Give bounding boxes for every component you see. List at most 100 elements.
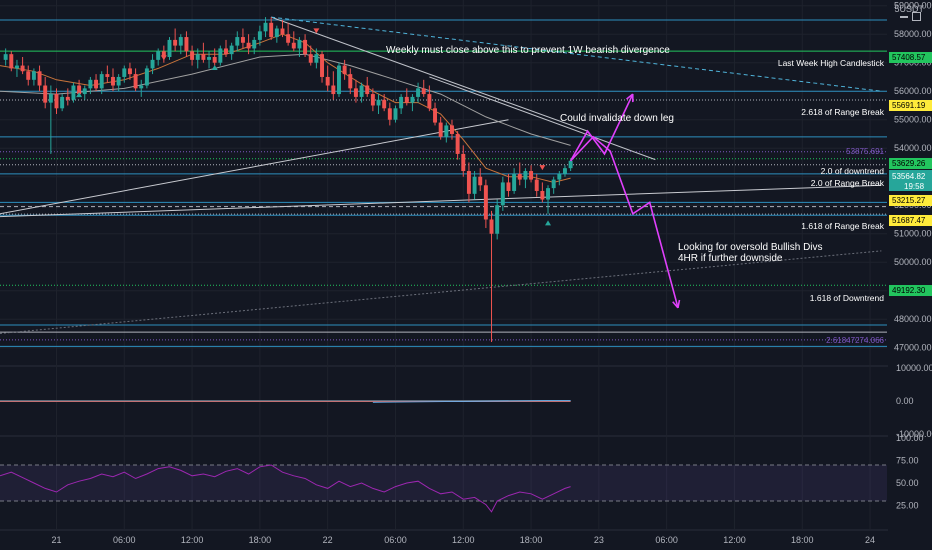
candle-body xyxy=(303,39,308,55)
candle-body xyxy=(88,79,93,89)
candle-body xyxy=(274,28,279,38)
price-axis-bg xyxy=(888,0,932,550)
price-tick-label: 50000.00 xyxy=(894,257,932,267)
candle-body xyxy=(461,153,466,172)
rsi-band-fill xyxy=(0,465,887,501)
label-last-week-high: Last Week High Candlestick xyxy=(778,58,885,68)
annotation-invalidate: Could invalidate down leg xyxy=(560,113,674,124)
rsi-pane xyxy=(0,464,887,513)
candle-body xyxy=(184,37,189,52)
sell-marker xyxy=(313,28,320,34)
candle-body xyxy=(14,65,19,69)
label-1618-range: 1.618 of Range Break xyxy=(801,221,884,231)
currency-label[interactable]: 5USDT xyxy=(894,4,924,14)
tag-53215: 53215.27 xyxy=(889,195,932,206)
candle-body xyxy=(557,173,562,180)
time-axis[interactable]: 21 06:00 12:00 18:00 22 06:00 12:00 18:00 23 06:0… xyxy=(51,535,875,545)
candle-body xyxy=(263,22,268,32)
candle-body xyxy=(105,74,110,77)
candle-body xyxy=(77,85,82,95)
expand-icon[interactable] xyxy=(912,12,921,22)
rsi-tick-label: 25.00 xyxy=(896,501,919,511)
candle-body xyxy=(229,45,234,55)
candle-body xyxy=(495,205,500,234)
projection-paths xyxy=(569,93,681,309)
svg-text:51687.47: 51687.47 xyxy=(892,216,926,225)
time-tick-label: 12:00 xyxy=(452,535,475,545)
time-tick-label: 18:00 xyxy=(520,535,543,545)
trendline xyxy=(0,119,509,215)
candle-body xyxy=(218,48,223,63)
tag-51687: 51687.47 xyxy=(889,215,932,226)
svg-text:49192.30: 49192.30 xyxy=(892,286,926,295)
svg-text:53629.26: 53629.26 xyxy=(892,159,926,168)
svg-text:53564.82: 53564.82 xyxy=(892,172,926,181)
chart-grid xyxy=(0,0,932,531)
candle-body xyxy=(127,68,132,75)
candle-body xyxy=(144,68,149,86)
candle-body xyxy=(224,48,228,55)
moving-averages xyxy=(0,33,571,183)
rsi-tick-label: 100.00 xyxy=(896,433,924,443)
horizontal-levels xyxy=(0,19,887,347)
candle-body xyxy=(512,173,517,191)
candle-body xyxy=(257,31,262,40)
candle-body xyxy=(65,96,70,100)
candle-body xyxy=(71,85,76,100)
macd-tick-label: -10000.00 xyxy=(896,429,932,439)
candle-body xyxy=(382,99,387,109)
time-tick-label: 22 xyxy=(323,535,333,545)
candle-body xyxy=(489,219,494,234)
collapse-icon[interactable] xyxy=(900,15,908,18)
candle-body xyxy=(235,37,240,46)
candle-body xyxy=(43,85,48,103)
candle-body xyxy=(161,51,166,58)
trendlines xyxy=(0,16,882,334)
candle-body xyxy=(523,171,528,180)
candle-body xyxy=(291,42,296,49)
candle-body xyxy=(534,179,539,191)
candle-body xyxy=(286,34,291,43)
candle-body xyxy=(212,57,217,63)
candle-body xyxy=(376,99,381,106)
candle-body xyxy=(116,76,121,86)
time-tick-label: 12:00 xyxy=(723,535,746,545)
candle-body xyxy=(94,79,99,89)
candle-body xyxy=(500,182,505,206)
price-tick-label: 48000.00 xyxy=(894,314,932,324)
candle-body xyxy=(370,94,375,106)
time-tick-label: 21 xyxy=(51,535,61,545)
candle-body xyxy=(404,96,409,103)
trendline xyxy=(0,250,882,334)
candle-body xyxy=(449,125,454,134)
projection-down xyxy=(570,135,679,309)
candle-body xyxy=(427,94,432,109)
candle-body xyxy=(20,65,25,72)
tag-last-price: 53564.82 19:58 xyxy=(889,170,932,191)
candle-body xyxy=(325,76,330,86)
candle-body xyxy=(393,108,398,120)
annotation-oversold-line2: 4HR if further downside xyxy=(678,253,783,264)
rsi-tick-label: 50.00 xyxy=(896,478,919,488)
price-tick-label: 54000.00 xyxy=(894,143,932,153)
price-tick-label: 47000.00 xyxy=(894,343,932,353)
macd-line xyxy=(372,399,571,403)
tag-53875: 53875.691 xyxy=(846,147,884,156)
candle-body xyxy=(546,188,550,200)
macd-tick-label: 0.00 xyxy=(896,396,914,406)
label-2-range: 2.0 of Range Break xyxy=(811,178,885,188)
annotation-oversold-line1: Looking for oversold Bullish Divs xyxy=(678,242,823,253)
candle-body xyxy=(421,88,426,95)
candle-body xyxy=(331,85,336,95)
pane-controls[interactable] xyxy=(900,8,926,22)
candle-body xyxy=(297,39,302,49)
time-tick-label: 06:00 xyxy=(655,535,678,545)
candle-body xyxy=(60,96,65,109)
candle-body xyxy=(167,39,172,58)
candle-body xyxy=(26,71,31,80)
candle-body xyxy=(99,74,104,89)
candle-body xyxy=(9,54,14,69)
candle-body xyxy=(190,51,195,60)
candle-body xyxy=(308,54,313,63)
